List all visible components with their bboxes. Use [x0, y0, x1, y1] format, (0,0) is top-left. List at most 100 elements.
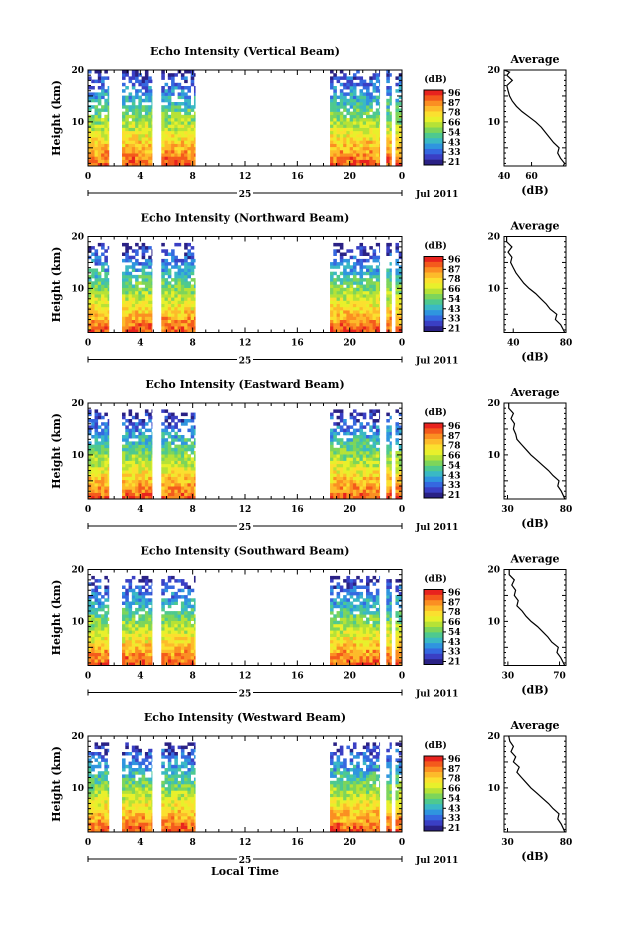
- heatmap-cell: [177, 313, 182, 317]
- heatmap-cell: [187, 662, 191, 666]
- heatmap-cell: [97, 127, 102, 132]
- heatmap-cell: [336, 451, 341, 455]
- heatmap-cell: [336, 121, 341, 125]
- heatmap-cell: [333, 652, 337, 657]
- heatmap-cell: [366, 92, 370, 96]
- heatmap-cell: [101, 476, 105, 481]
- heatmap-cell: [94, 489, 99, 493]
- heatmap-cell: [356, 300, 360, 304]
- x-tick-label: 8: [190, 172, 196, 182]
- heatmap-cell: [375, 441, 380, 445]
- heatmap-cell: [349, 150, 354, 154]
- heatmap-cell: [144, 579, 149, 583]
- heatmap-cell: [333, 258, 337, 263]
- heatmap-cell: [339, 326, 344, 330]
- heatmap-cell: [346, 582, 350, 586]
- heatmap-cell: [375, 489, 380, 493]
- heatmap-cell: [138, 479, 142, 484]
- heatmap-cell: [389, 262, 392, 266]
- heatmap-cell: [128, 627, 133, 631]
- heatmap-cell: [343, 108, 347, 112]
- heatmap-cell: [372, 294, 377, 298]
- heatmap-cell: [141, 467, 146, 471]
- heatmap-cell: [386, 92, 390, 96]
- heatmap-cell: [128, 463, 133, 468]
- heatmap-cell: [138, 146, 142, 151]
- heatmap-cell: [125, 579, 129, 583]
- heatmap-cell: [125, 130, 129, 135]
- heatmap-cell: [349, 659, 354, 663]
- colorbar-swatch: [424, 492, 443, 499]
- heatmap-cell: [138, 595, 142, 599]
- heatmap-cell: [333, 146, 337, 151]
- heatmap-cell: [148, 95, 152, 100]
- colorbar-swatch: [424, 90, 443, 96]
- heatmap-cell: [101, 134, 105, 138]
- heatmap-cell: [131, 98, 136, 103]
- heatmap-cell: [366, 447, 370, 452]
- heatmap-cell: [398, 278, 403, 282]
- heatmap-cell: [138, 287, 142, 292]
- heatmap-cell: [164, 476, 169, 481]
- heatmap-cell: [386, 310, 390, 314]
- heatmap-cell: [356, 627, 360, 631]
- heatmap-cell: [395, 329, 400, 333]
- heatmap-cell: [343, 306, 347, 311]
- heatmap-cell: [346, 111, 350, 116]
- heatmap-cell: [372, 271, 377, 276]
- heatmap-cell: [148, 294, 152, 298]
- heatmap-cell: [164, 281, 169, 285]
- heatmap-cell: [174, 310, 178, 314]
- heatmap-cell: [379, 479, 381, 484]
- heatmap-cell: [187, 454, 191, 458]
- heatmap-cell: [349, 476, 354, 481]
- heatmap-cell: [339, 150, 344, 154]
- heatmap-cell: [135, 595, 139, 599]
- heatmap-cell: [174, 595, 178, 599]
- heatmap-cell: [339, 419, 344, 423]
- heatmap-cell: [386, 303, 390, 308]
- heatmap-cell: [386, 268, 390, 272]
- heatmap-cell: [88, 607, 92, 612]
- heatmap-cell: [375, 137, 380, 141]
- heatmap-cell: [346, 428, 350, 433]
- heatmap-cell: [164, 284, 169, 288]
- heatmap-cell: [356, 575, 360, 580]
- heatmap-cell: [372, 111, 377, 116]
- heatmap-cell: [101, 655, 105, 660]
- heatmap-cell: [144, 262, 149, 266]
- heatmap-cell: [161, 604, 165, 609]
- heatmap-cell: [362, 460, 367, 465]
- heatmap-cell: [343, 636, 347, 641]
- heatmap-cell: [187, 428, 191, 433]
- heatmap-cell: [352, 121, 357, 125]
- heatmap-cell: [193, 322, 196, 327]
- heatmap-cell: [131, 290, 136, 295]
- heatmap-cell: [122, 444, 126, 449]
- heatmap-cell: [184, 159, 188, 164]
- heatmap-cell: [128, 281, 133, 285]
- heatmap-cell: [366, 582, 370, 586]
- heatmap-cell: [164, 114, 169, 119]
- heatmap-cell: [389, 319, 392, 324]
- heatmap-cell: [369, 476, 373, 481]
- heatmap-cell: [193, 463, 196, 468]
- profile-x-tick-label: 40: [498, 172, 511, 182]
- heatmap-cell: [180, 310, 185, 314]
- heatmap-cell: [184, 242, 188, 247]
- heatmap-cell: [151, 274, 153, 279]
- heatmap-cell: [389, 92, 392, 96]
- heatmap-cell: [122, 646, 126, 650]
- heatmap-cell: [333, 150, 337, 154]
- heatmap-cell: [101, 470, 105, 474]
- heatmap-cell: [369, 415, 373, 420]
- heatmap-cell: [174, 130, 178, 135]
- day-label: 25: [239, 523, 252, 533]
- colorbar-tick-label: 33: [448, 481, 461, 491]
- heatmap-cell: [128, 124, 133, 128]
- heatmap-cell: [128, 297, 133, 301]
- heatmap-cell: [352, 73, 357, 77]
- heatmap-cell: [135, 92, 139, 96]
- heatmap-cell: [101, 86, 105, 90]
- heatmap-cell: [184, 460, 188, 465]
